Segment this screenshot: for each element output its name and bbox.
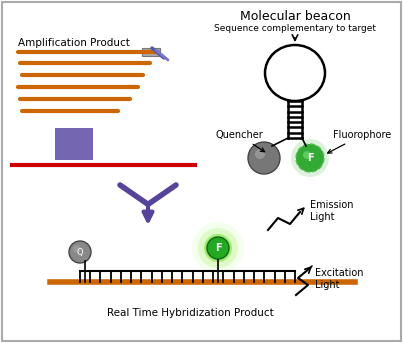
Text: Fluorophore: Fluorophore [328,130,391,153]
Text: Amplification Product: Amplification Product [18,38,130,48]
Text: Quencher: Quencher [215,130,264,152]
Circle shape [248,142,280,174]
Text: Q: Q [77,248,83,257]
Text: F: F [307,153,313,163]
Text: F: F [215,243,221,253]
Text: Real Time Hybridization Product: Real Time Hybridization Product [107,308,273,318]
Circle shape [198,228,238,268]
Circle shape [204,234,232,262]
Text: Excitation
Light: Excitation Light [315,268,364,289]
Circle shape [303,151,311,159]
Circle shape [192,222,244,274]
Circle shape [73,245,81,253]
Circle shape [291,139,329,177]
Circle shape [69,241,91,263]
Circle shape [255,149,265,159]
Circle shape [207,237,229,259]
Bar [55,128,93,160]
Text: Emission
Light: Emission Light [310,200,353,222]
Text: Sequence complementary to target: Sequence complementary to target [214,24,376,33]
Bar [142,48,160,56]
Circle shape [296,144,324,172]
Text: Molecular beacon: Molecular beacon [240,10,350,23]
